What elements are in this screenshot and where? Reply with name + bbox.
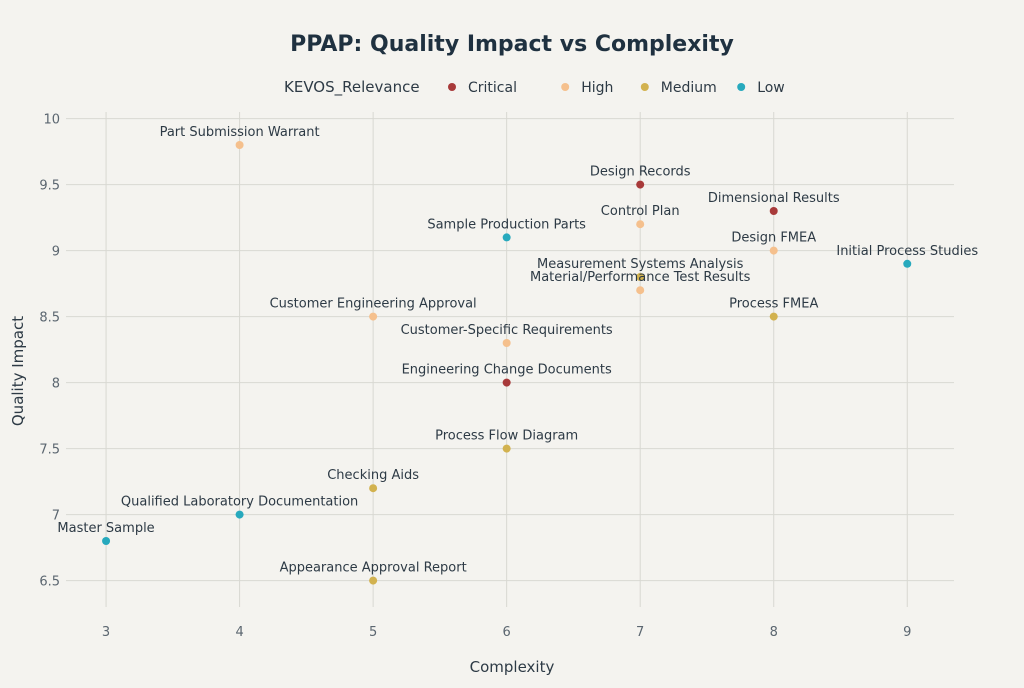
legend-marker-high (561, 83, 570, 91)
point-customer-engineering-approval (369, 312, 378, 321)
x-tick-label: 5 (369, 625, 377, 640)
data-points (102, 141, 912, 585)
legend-marker-critical (448, 83, 456, 91)
point-label-material-performance-test-results: Material/Performance Test Results (530, 270, 751, 285)
point-process-flow-diagram (502, 444, 511, 453)
point-engineering-change-documents (502, 378, 511, 387)
point-label-process-flow-diagram: Process Flow Diagram (435, 429, 578, 444)
legend-label-critical: Critical (468, 80, 517, 96)
point-sample-production-parts (502, 233, 511, 242)
x-tick-label: 7 (636, 625, 644, 640)
point-dimensional-results (769, 207, 778, 215)
legend-label-high: High (581, 80, 613, 96)
y-tick-label: 7 (52, 509, 60, 524)
y-tick-label: 8.5 (39, 311, 60, 326)
x-tick-label: 3 (102, 625, 110, 640)
point-label-qualified-laboratory-documentation: Qualified Laboratory Documentation (121, 495, 358, 510)
legend-marker-medium (640, 83, 649, 91)
point-part-submission-warrant (235, 141, 244, 149)
x-tick-label: 9 (903, 625, 911, 640)
point-measurement-systems-analysis (636, 273, 645, 281)
point-appearance-approval-report (369, 576, 378, 585)
point-label-control-plan: Control Plan (601, 204, 680, 219)
chart-title: PPAP: Quality Impact vs Complexity (290, 32, 734, 57)
point-customer-specific-requirements (502, 339, 511, 347)
point-labels: Part Submission Warrant Design Records Dim… (57, 125, 978, 576)
point-label-sample-production-parts: Sample Production Parts (427, 217, 586, 232)
point-initial-process-studies (903, 259, 912, 268)
point-material-performance-test-results (636, 286, 645, 295)
point-label-design-fmea: Design FMEA (731, 231, 816, 246)
legend-title: KEVOS_Relevance (284, 78, 420, 97)
legend-marker-low (737, 83, 746, 91)
point-label-dimensional-results: Dimensional Results (708, 191, 840, 206)
point-design-fmea (769, 246, 778, 255)
point-label-design-records: Design Records (590, 165, 691, 180)
x-tick-label: 8 (770, 625, 778, 640)
y-tick-label: 9.5 (39, 179, 60, 194)
point-process-fmea (769, 312, 778, 321)
point-label-part-submission-warrant: Part Submission Warrant (160, 125, 320, 140)
legend-label-low: Low (757, 80, 785, 96)
point-label-master-sample: Master Sample (57, 521, 154, 536)
point-design-records (636, 180, 645, 189)
point-control-plan (636, 220, 645, 229)
axis-ticks: 3 4 5 6 7 8 9 6.5 7 7.5 8 8.5 9 9.5 10 (39, 113, 911, 640)
point-label-initial-process-studies: Initial Process Studies (836, 244, 978, 259)
point-label-process-fmea: Process FMEA (729, 297, 818, 312)
y-tick-label: 6.5 (39, 575, 60, 590)
legend-label-medium: Medium (661, 80, 717, 96)
point-qualified-laboratory-documentation (235, 510, 244, 519)
point-master-sample (102, 537, 111, 545)
point-label-checking-aids: Checking Aids (327, 468, 419, 483)
y-tick-label: 10 (43, 113, 60, 128)
y-axis-title: Quality Impact (9, 316, 27, 426)
x-tick-label: 4 (235, 625, 243, 640)
point-label-customer-specific-requirements: Customer-Specific Requirements (401, 323, 613, 338)
point-label-customer-engineering-approval: Customer Engineering Approval (270, 297, 477, 312)
point-label-measurement-systems-analysis: Measurement Systems Analysis (537, 257, 744, 272)
y-tick-label: 8 (52, 377, 60, 392)
y-tick-label: 7.5 (39, 443, 60, 458)
legend: KEVOS_Relevance Critical High Medium Low (284, 78, 785, 97)
x-tick-label: 6 (503, 625, 511, 640)
point-label-engineering-change-documents: Engineering Change Documents (402, 363, 612, 378)
y-tick-label: 9 (52, 245, 60, 260)
point-label-appearance-approval-report: Appearance Approval Report (280, 561, 467, 576)
x-axis-title: Complexity (470, 658, 555, 676)
grid (66, 112, 954, 607)
point-checking-aids (369, 484, 378, 493)
